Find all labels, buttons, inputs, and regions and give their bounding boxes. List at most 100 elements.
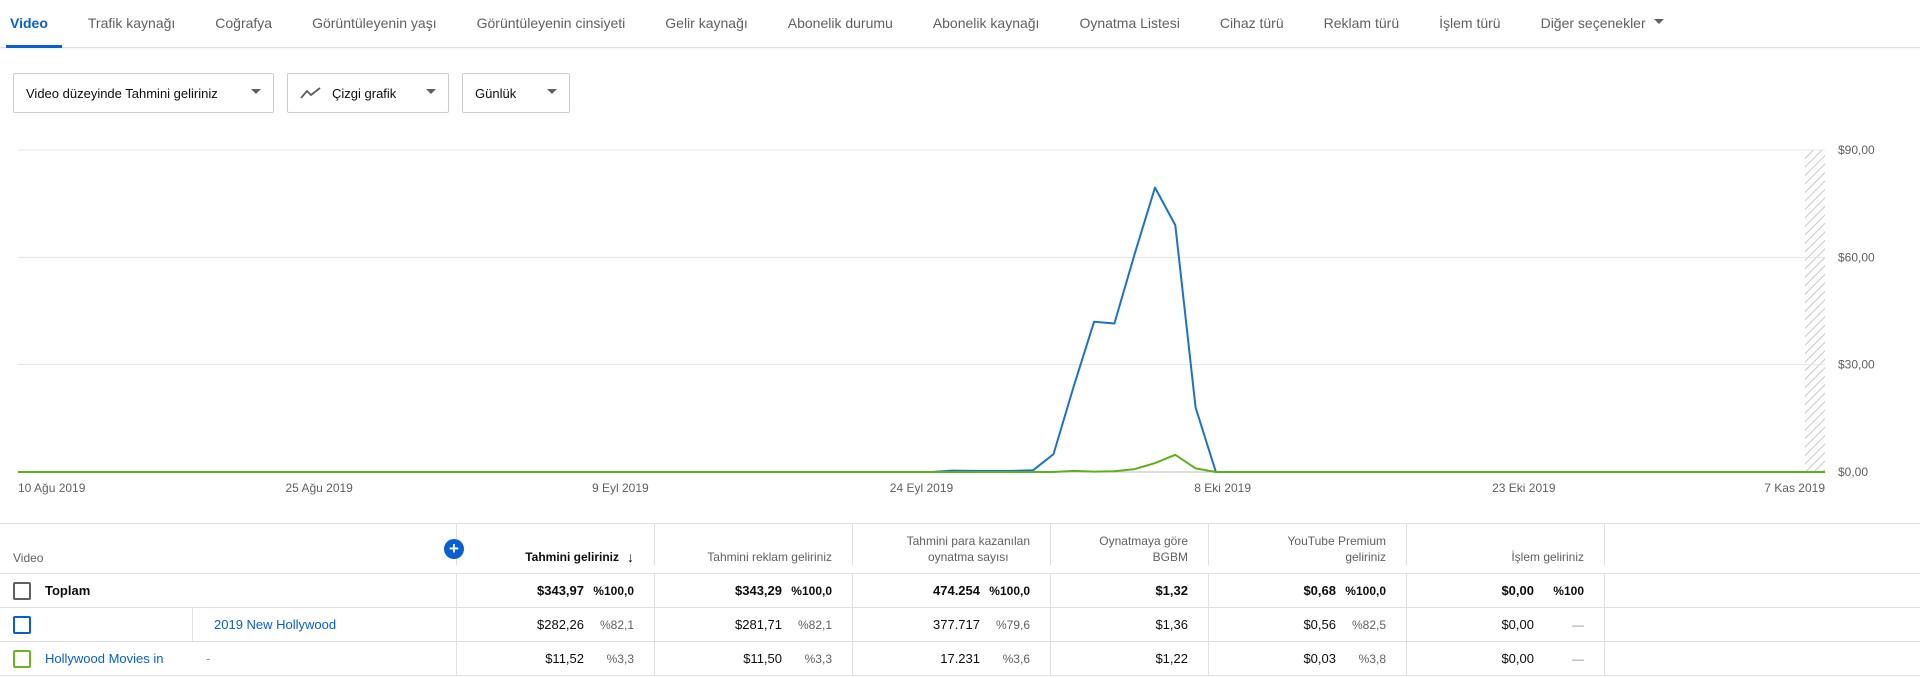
row2-ad-revenue-pct: %3,3 bbox=[804, 651, 832, 666]
row2-ad-revenue: $11,50 %3,3 bbox=[654, 642, 852, 675]
sort-down-icon: ↓ bbox=[627, 549, 634, 565]
row1-cpm-value: $1,36 bbox=[1155, 617, 1188, 632]
x-tick-label: 24 Eyl 2019 bbox=[890, 481, 954, 495]
interval-dropdown[interactable]: Günlük bbox=[462, 73, 570, 113]
row2-transaction-pct: — bbox=[1572, 651, 1584, 666]
row-spacer bbox=[1604, 608, 1920, 641]
row2-checkbox[interactable] bbox=[13, 649, 31, 668]
row1-title-divider bbox=[192, 608, 193, 641]
total-monetized: 474.254 %100,0 bbox=[852, 574, 1050, 607]
tab-video[interactable]: Video bbox=[0, 0, 68, 48]
caret-down-icon bbox=[426, 88, 436, 94]
tab-geography[interactable]: Coğrafya bbox=[215, 14, 273, 31]
row1-ad-revenue-pct: %82,1 bbox=[797, 617, 832, 632]
more-options-label: Diğer seçenekler bbox=[1540, 14, 1646, 31]
row1-monetized: 377.717 %79,6 bbox=[852, 608, 1050, 641]
x-tick-label: 8 Eki 2019 bbox=[1194, 481, 1251, 495]
row2-revenue-pct: %3,3 bbox=[606, 651, 634, 666]
header-monetized-playbacks[interactable]: Tahmini para kazanılan oynatma sayısı bbox=[852, 524, 1050, 565]
total-cpm-value: $1,32 bbox=[1155, 583, 1188, 598]
y-tick-label: $0,00 bbox=[1838, 465, 1868, 479]
row2-ad-revenue-value: $11,50 bbox=[743, 651, 782, 666]
row1-cpm: $1,36 bbox=[1050, 608, 1208, 641]
row1-transaction-value: $0,00 bbox=[1501, 617, 1534, 632]
header-premium[interactable]: YouTube Premium geliriniz bbox=[1208, 524, 1406, 565]
header-transaction[interactable]: İşlem geliriniz bbox=[1406, 524, 1604, 565]
total-ad-revenue-value: $343,29 bbox=[735, 583, 782, 598]
row2-cpm: $1,22 bbox=[1050, 642, 1208, 675]
caret-down-icon bbox=[547, 88, 557, 94]
header-cpm-line1: Oynatmaya göre bbox=[1099, 534, 1188, 548]
row2-transaction-value: $0,00 bbox=[1501, 651, 1534, 666]
row2-monetized-value: 17.231 bbox=[940, 651, 980, 666]
header-ad-revenue[interactable]: Tahmini reklam geliriniz bbox=[654, 524, 852, 565]
tab-transaction-type[interactable]: İşlem türü bbox=[1439, 14, 1501, 31]
header-cpm[interactable]: Oynatmaya göre BGBM bbox=[1050, 524, 1208, 565]
total-ad-revenue: $343,29 %100,0 bbox=[654, 574, 852, 607]
x-tick-label: 9 Eyl 2019 bbox=[592, 481, 649, 495]
row2-cpm-value: $1,22 bbox=[1155, 651, 1188, 666]
tab-revenue-source[interactable]: Gelir kaynağı bbox=[665, 14, 748, 31]
row-spacer bbox=[1604, 574, 1920, 607]
series-line-1[interactable] bbox=[18, 186, 1825, 473]
table-row: 2019 New Hollywood $282,26 %82,1 $281,71… bbox=[0, 608, 1920, 642]
row1-monetized-value: 377.717 bbox=[933, 617, 980, 632]
header-cpm-line2: BGBM bbox=[1152, 550, 1188, 564]
row1-premium-pct: %82,5 bbox=[1351, 617, 1386, 632]
header-video: Video + bbox=[0, 524, 464, 565]
table-header: Video + Tahmini geliriniz ↓ Tahmini rekl… bbox=[0, 524, 1920, 574]
total-video-cell: Toplam bbox=[0, 574, 456, 607]
chart-type-dropdown[interactable]: Çizgi grafik bbox=[287, 73, 449, 113]
y-tick-label: $90,00 bbox=[1838, 143, 1875, 157]
total-transaction-pct: %100 bbox=[1553, 583, 1584, 598]
row1-transaction-pct: — bbox=[1572, 617, 1584, 632]
tab-more-options[interactable]: Diğer seçenekler bbox=[1521, 0, 1684, 48]
header-transaction-label: İşlem geliriniz bbox=[1511, 550, 1584, 564]
row2-premium-pct: %3,8 bbox=[1358, 651, 1386, 666]
header-revenue-label: Tahmini geliriniz bbox=[525, 550, 619, 564]
dimension-tabs: Video Trafik kaynağı Coğrafya Görüntüley… bbox=[0, 0, 1920, 48]
row1-revenue: $282,26 %82,1 bbox=[456, 608, 654, 641]
tab-traffic-source[interactable]: Trafik kaynağı bbox=[87, 14, 176, 31]
add-metric-button[interactable]: + bbox=[444, 539, 464, 559]
row2-monetized-pct: %3,6 bbox=[1002, 651, 1030, 666]
row1-premium-value: $0,56 bbox=[1303, 617, 1336, 632]
metric-dropdown[interactable]: Video düzeyinde Tahmini geliriniz bbox=[13, 73, 274, 113]
line-chart-icon bbox=[300, 87, 321, 99]
row1-checkbox[interactable] bbox=[13, 615, 31, 634]
row1-monetized-pct: %79,6 bbox=[995, 617, 1030, 632]
chart-controls: Video düzeyinde Tahmini geliriniz Çizgi … bbox=[13, 73, 570, 113]
tab-ad-type[interactable]: Reklam türü bbox=[1323, 14, 1400, 31]
header-ad-revenue-label: Tahmini reklam geliriniz bbox=[707, 550, 832, 564]
incomplete-data-hatch bbox=[1805, 150, 1825, 472]
row1-ad-revenue: $281,71 %82,1 bbox=[654, 608, 852, 641]
interval-label: Günlük bbox=[475, 85, 517, 101]
tab-device-type[interactable]: Cihaz türü bbox=[1219, 14, 1284, 31]
total-premium-pct: %100,0 bbox=[1345, 583, 1386, 598]
tab-playlist[interactable]: Oynatma Listesi bbox=[1079, 14, 1180, 31]
row1-revenue-pct: %82,1 bbox=[599, 617, 634, 632]
row1-premium: $0,56 %82,5 bbox=[1208, 608, 1406, 641]
total-transaction: $0,00 %100 bbox=[1406, 574, 1604, 607]
header-premium-label: YouTube Premium geliriniz bbox=[1288, 533, 1387, 565]
header-monetized-line2: oynatma sayısı bbox=[927, 550, 1009, 564]
series-line-2[interactable] bbox=[18, 453, 1825, 473]
total-revenue-pct: %100,0 bbox=[593, 583, 634, 598]
tab-subscription-status[interactable]: Abonelik durumu bbox=[787, 14, 893, 31]
row2-title[interactable]: Hollywood Movies in bbox=[45, 651, 164, 666]
header-monetized-label: Tahmini para kazanılan oynatma sayısı bbox=[907, 533, 1030, 565]
header-cpm-label: Oynatmaya göre BGBM bbox=[1099, 533, 1188, 565]
data-table: Video + Tahmini geliriniz ↓ Tahmini rekl… bbox=[0, 523, 1920, 676]
row1-video-cell: 2019 New Hollywood bbox=[0, 608, 456, 641]
total-transaction-value: $0,00 bbox=[1501, 583, 1534, 598]
header-revenue[interactable]: Tahmini geliriniz ↓ bbox=[456, 524, 654, 565]
tab-viewer-gender[interactable]: Görüntüleyenin cinsiyeti bbox=[476, 14, 626, 31]
caret-down-icon bbox=[1653, 19, 1664, 25]
row1-title-right[interactable]: 2019 New Hollywood bbox=[214, 617, 337, 632]
y-tick-label: $30,00 bbox=[1838, 358, 1875, 372]
total-checkbox[interactable] bbox=[13, 581, 31, 600]
caret-down-icon bbox=[251, 88, 261, 94]
tab-subscription-source[interactable]: Abonelik kaynağı bbox=[932, 14, 1040, 31]
header-premium-line2: geliriniz bbox=[1345, 550, 1386, 564]
tab-viewer-age[interactable]: Görüntüleyenin yaşı bbox=[312, 14, 437, 31]
